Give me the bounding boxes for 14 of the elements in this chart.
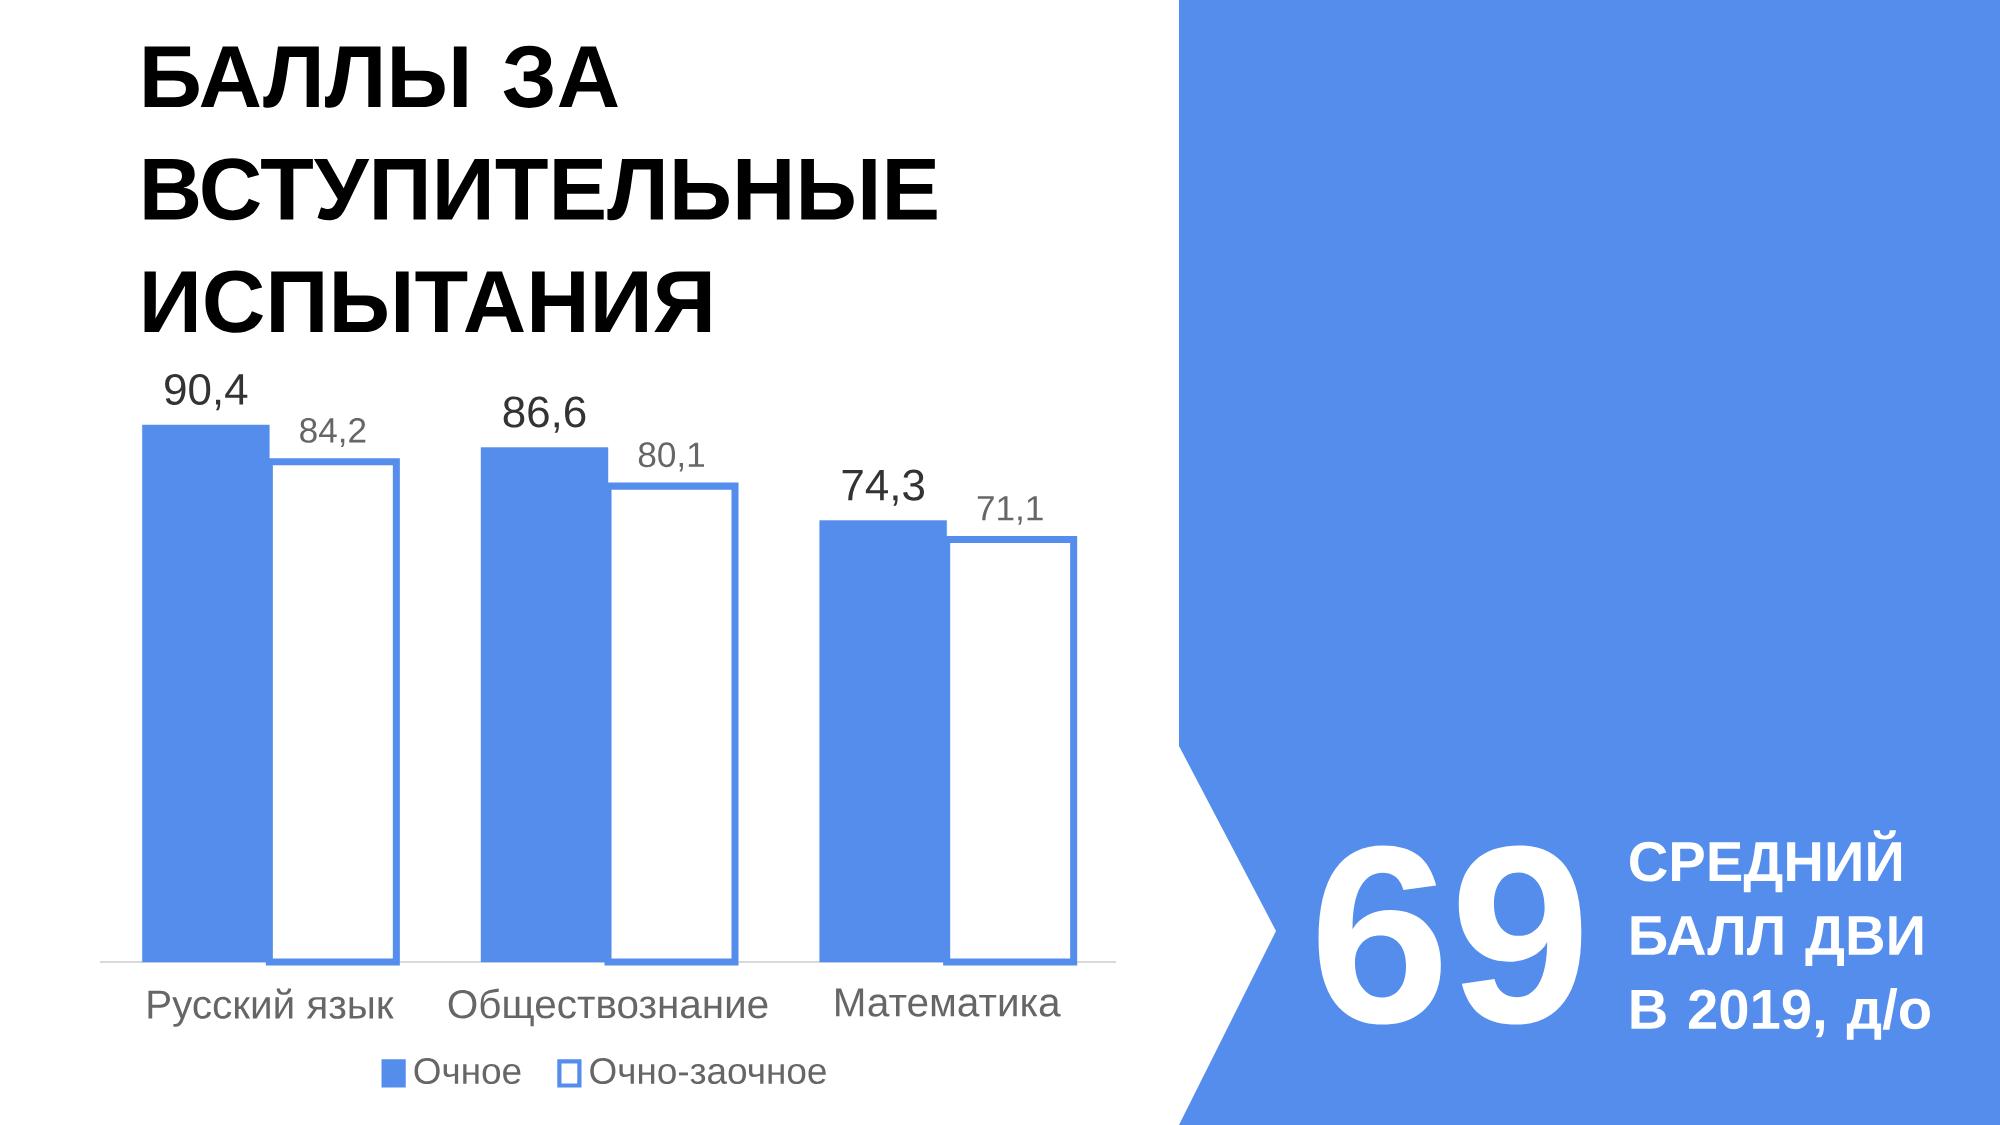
x-tick-label: Русский язык — [148, 988, 394, 1027]
legend-label: Очно-заочное — [590, 1057, 826, 1085]
data-label: 84,2 — [300, 417, 366, 448]
legend-label: Очное — [414, 1057, 521, 1085]
data-label: 80,1 — [638, 442, 705, 472]
data-label: 71,1 — [977, 496, 1043, 525]
text: 69 — [1318, 845, 1582, 1025]
text: СРЕДНИЙ БАЛЛ ДВИ В 2019, д/о — [1630, 830, 1930, 1040]
data-label: 86,6 — [503, 396, 586, 433]
x-tick-label: Обществознание — [448, 988, 768, 1027]
x-tick-label: Математика — [836, 988, 1061, 1017]
data-label: 90,4 — [165, 373, 248, 411]
data-label: 74,3 — [842, 469, 924, 506]
chart-title: БАЛЛЫ ЗА ВСТУПИТЕЛЬНЫЕ ИСПЫТАНИЯ — [144, 45, 937, 333]
